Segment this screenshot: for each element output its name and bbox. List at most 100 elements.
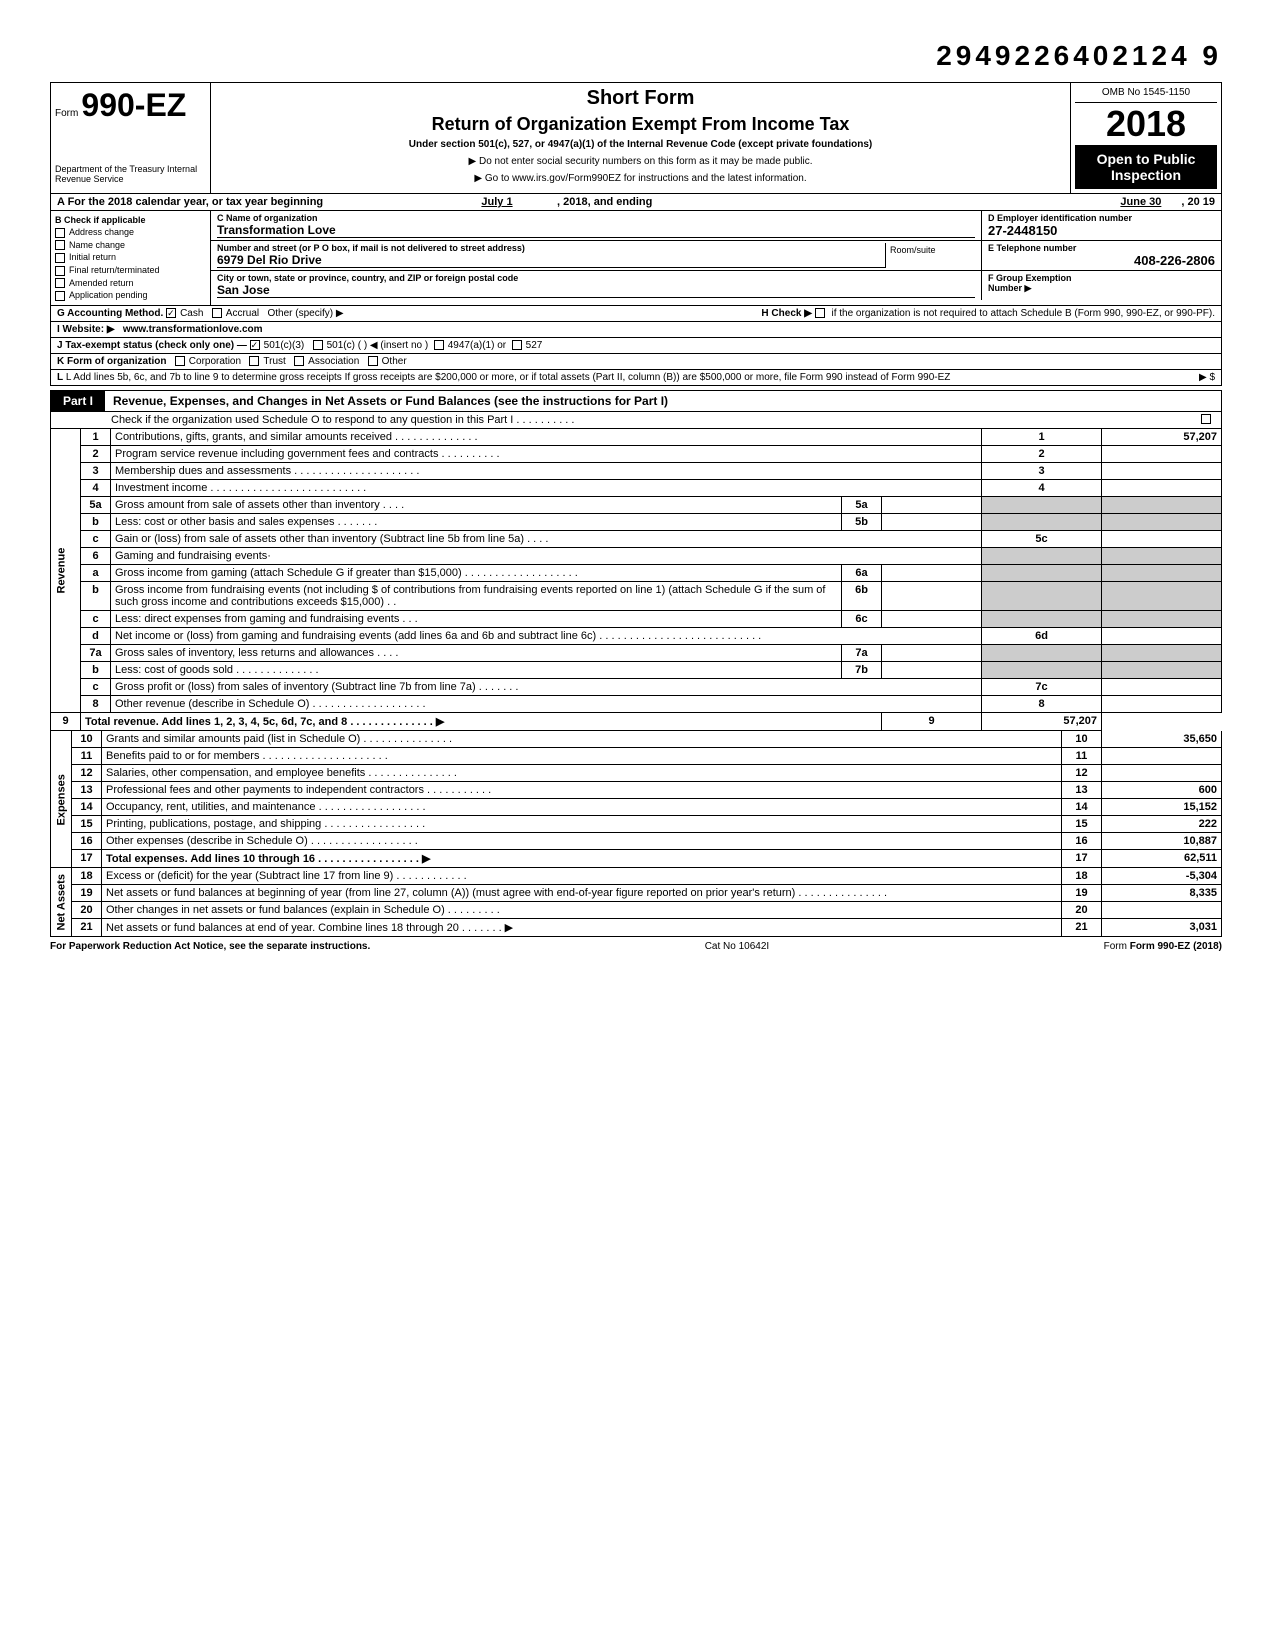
trust-label: Trust — [263, 356, 285, 367]
arrow-line-2: ▶ Go to www.irs.gov/Form990EZ for instru… — [219, 173, 1062, 184]
line-desc: Printing, publications, postage, and shi… — [102, 815, 1062, 832]
check-amended[interactable] — [55, 278, 65, 288]
check-cash[interactable] — [166, 308, 176, 318]
form-prefix: Form — [55, 108, 78, 119]
check-address[interactable] — [55, 228, 65, 238]
page-footer: For Paperwork Reduction Act Notice, see … — [50, 941, 1222, 952]
ein: 27-2448150 — [988, 223, 1215, 238]
tax-year: 2018 — [1075, 103, 1217, 145]
city: San Jose — [217, 283, 975, 298]
check-corp[interactable] — [175, 356, 185, 366]
check-4947[interactable] — [434, 340, 444, 350]
line-desc: Gross profit or (loss) from sales of inv… — [111, 678, 982, 695]
line-desc: Salaries, other compensation, and employ… — [102, 764, 1062, 781]
expenses-table: Expenses 10Grants and similar amounts pa… — [50, 731, 1222, 868]
check-527[interactable] — [512, 340, 522, 350]
line-val — [1102, 747, 1222, 764]
line-desc: Gaming and fundraising events· — [111, 547, 982, 564]
line-a-mid: , 2018, and ending — [557, 196, 652, 208]
l-arrow: ▶ $ — [1199, 372, 1215, 383]
shade-cell — [982, 547, 1102, 564]
shade-cell — [982, 581, 1102, 610]
line-box: 8 — [982, 695, 1102, 712]
assoc-label: Association — [308, 356, 359, 367]
check-final-label: Final return/terminated — [69, 265, 160, 275]
check-h[interactable] — [815, 308, 825, 318]
cash-label: Cash — [180, 308, 203, 319]
footer-mid: Cat No 10642I — [705, 941, 770, 952]
shade-cell — [982, 496, 1102, 513]
check-initial[interactable] — [55, 253, 65, 263]
shade-cell — [982, 610, 1102, 627]
line-num: 9 — [51, 712, 81, 730]
check-other-org[interactable] — [368, 356, 378, 366]
check-schedule-o: Check if the organization used Schedule … — [50, 412, 1222, 429]
check-initial-label: Initial return — [69, 252, 116, 262]
shade-cell — [1102, 644, 1222, 661]
line-box: 20 — [1062, 901, 1102, 918]
line-num: 12 — [72, 764, 102, 781]
inner-box: 7a — [842, 644, 882, 661]
f-label: F Group Exemption — [988, 273, 1215, 283]
inner-box: 5a — [842, 496, 882, 513]
footer-left: For Paperwork Reduction Act Notice, see … — [50, 941, 370, 952]
line-val: 35,650 — [1102, 731, 1222, 748]
phone: 408-226-2806 — [988, 253, 1215, 268]
line-num: 4 — [81, 479, 111, 496]
dept-label: Department of the Treasury Internal Reve… — [55, 164, 206, 184]
line-num: b — [81, 581, 111, 610]
check-pending[interactable] — [55, 291, 65, 301]
g-label: G Accounting Method. — [57, 308, 163, 319]
check-501c[interactable] — [313, 340, 323, 350]
line-g: G Accounting Method. Cash Accrual Other … — [50, 306, 1222, 322]
street-label: Number and street (or P O box, if mail i… — [217, 243, 885, 253]
check-o-text: Check if the organization used Schedule … — [111, 414, 574, 426]
omb-number: OMB No 1545-1150 — [1075, 87, 1217, 103]
line-box: 18 — [1062, 868, 1102, 885]
line-box: 14 — [1062, 798, 1102, 815]
check-final[interactable] — [55, 266, 65, 276]
line-box: 16 — [1062, 832, 1102, 849]
check-o-box[interactable] — [1201, 414, 1211, 424]
line-desc: Investment income . . . . . . . . . . . … — [111, 479, 982, 496]
end-date: June 30 — [1120, 196, 1161, 208]
line-desc: Total revenue. Add lines 1, 2, 3, 4, 5c,… — [81, 712, 882, 730]
line-num: a — [81, 564, 111, 581]
revenue-sidelabel: Revenue — [51, 429, 81, 713]
line-val — [1102, 678, 1222, 695]
inner-val — [882, 581, 982, 610]
line-num: 5a — [81, 496, 111, 513]
insert-no: ) ◀ (insert no ) — [364, 340, 428, 351]
line-desc: Net income or (loss) from gaming and fun… — [111, 627, 982, 644]
line-a-yr: , 20 19 — [1181, 196, 1215, 208]
shade-cell — [982, 661, 1102, 678]
check-trust[interactable] — [249, 356, 259, 366]
line-num: 16 — [72, 832, 102, 849]
line-j: J Tax-exempt status (check only one) — 5… — [50, 338, 1222, 354]
line-num: 21 — [72, 918, 102, 936]
inner-box: 5b — [842, 513, 882, 530]
line-a-label: A For the 2018 calendar year, or tax yea… — [57, 196, 437, 208]
check-assoc[interactable] — [294, 356, 304, 366]
check-name[interactable] — [55, 240, 65, 250]
check-accrual[interactable] — [212, 308, 222, 318]
line-val — [1102, 462, 1222, 479]
line-num: 15 — [72, 815, 102, 832]
line-val: -5,304 — [1102, 868, 1222, 885]
begin-date: July 1 — [437, 196, 557, 208]
check-501c3[interactable] — [250, 340, 260, 350]
inner-box: 6b — [842, 581, 882, 610]
city-label: City or town, state or province, country… — [217, 273, 975, 283]
inner-val — [882, 661, 982, 678]
line-desc: Total expenses. Add lines 10 through 16 … — [102, 849, 1062, 867]
line-desc: Other revenue (describe in Schedule O) .… — [111, 695, 982, 712]
line-desc: Other expenses (describe in Schedule O) … — [102, 832, 1062, 849]
inner-val — [882, 513, 982, 530]
part1-tab: Part I — [51, 391, 105, 411]
check-pending-label: Application pending — [69, 290, 148, 300]
inner-val — [882, 564, 982, 581]
line-box: 7c — [982, 678, 1102, 695]
street: 6979 Del Rio Drive — [217, 253, 885, 268]
line-val: 3,031 — [1102, 918, 1222, 936]
line-num: c — [81, 678, 111, 695]
